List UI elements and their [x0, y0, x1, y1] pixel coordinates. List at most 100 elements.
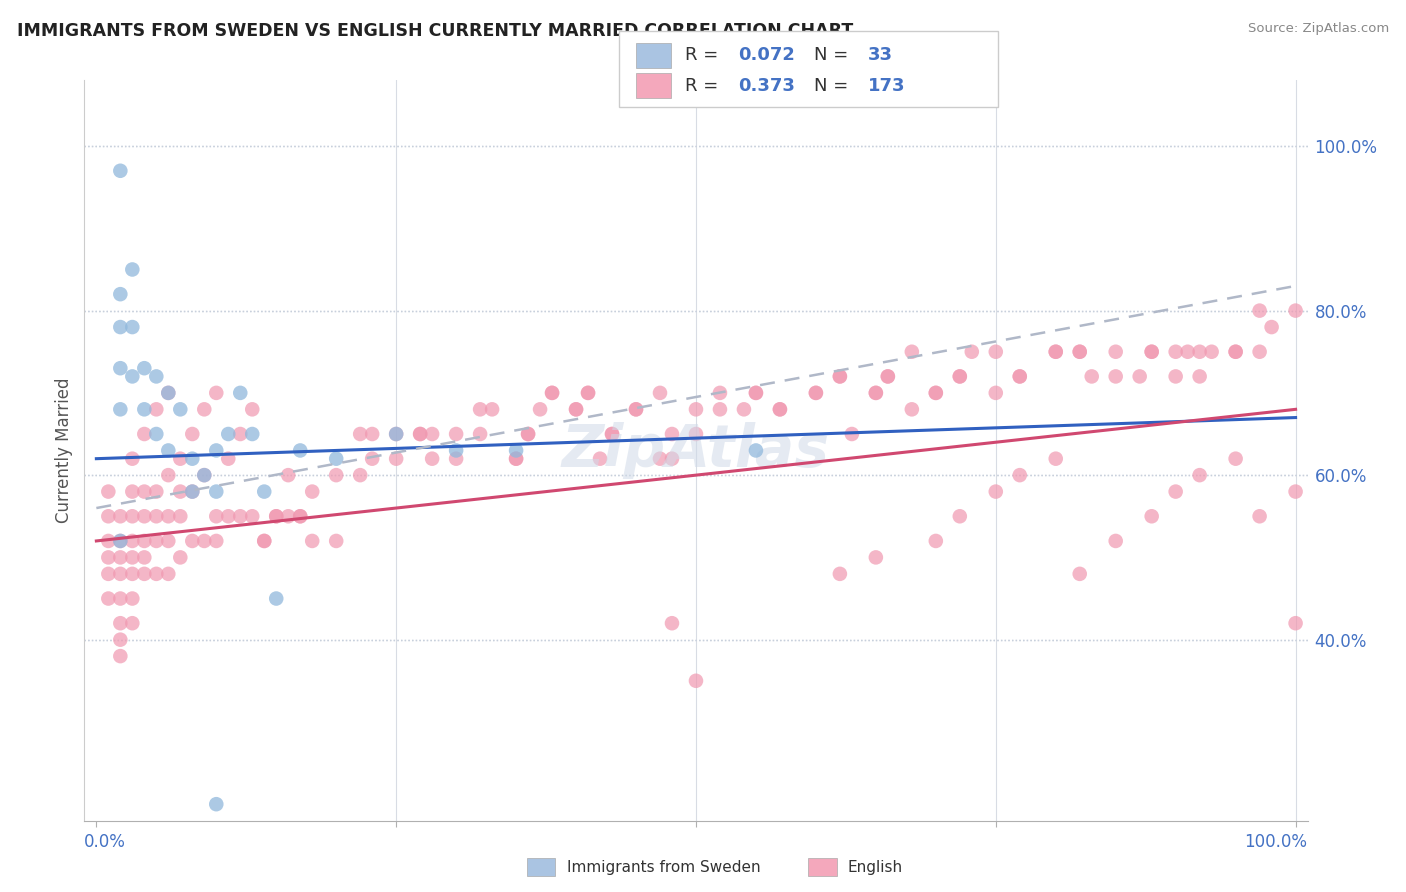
- Text: English: English: [848, 860, 903, 874]
- Point: [984, 344, 1007, 359]
- Text: 0.072: 0.072: [738, 46, 794, 64]
- Point: [110, 320, 132, 334]
- Point: [1140, 509, 1163, 524]
- Point: [181, 451, 204, 466]
- Point: [193, 468, 215, 483]
- Point: [529, 402, 551, 417]
- Point: [264, 509, 287, 524]
- Point: [709, 402, 731, 417]
- Point: [181, 427, 204, 442]
- Point: [325, 468, 347, 483]
- Point: [205, 484, 228, 499]
- Point: [193, 533, 215, 548]
- Point: [134, 361, 156, 376]
- Point: [1260, 320, 1282, 334]
- Point: [901, 402, 924, 417]
- Point: [1249, 303, 1271, 318]
- Point: [121, 533, 143, 548]
- Point: [409, 427, 432, 442]
- Point: [145, 484, 167, 499]
- Point: [385, 427, 408, 442]
- Point: [1008, 369, 1031, 384]
- Point: [444, 443, 467, 458]
- Point: [181, 533, 204, 548]
- Point: [444, 451, 467, 466]
- Point: [685, 402, 707, 417]
- Point: [110, 550, 132, 565]
- Point: [1069, 344, 1091, 359]
- Text: 0.373: 0.373: [738, 77, 794, 95]
- Point: [769, 402, 792, 417]
- Point: [157, 385, 180, 400]
- Point: [505, 451, 527, 466]
- Point: [1249, 509, 1271, 524]
- Point: [876, 369, 898, 384]
- Point: [97, 509, 120, 524]
- Point: [181, 484, 204, 499]
- Point: [1105, 344, 1128, 359]
- Point: [949, 369, 972, 384]
- Point: [517, 427, 540, 442]
- Point: [121, 262, 143, 277]
- Point: [685, 427, 707, 442]
- Point: [1140, 344, 1163, 359]
- Point: [121, 566, 143, 581]
- Point: [169, 550, 191, 565]
- Point: [301, 533, 323, 548]
- Point: [841, 427, 863, 442]
- Point: [769, 402, 792, 417]
- Point: [145, 402, 167, 417]
- Point: [1177, 344, 1199, 359]
- Point: [145, 509, 167, 524]
- Point: [240, 402, 263, 417]
- Point: [229, 427, 252, 442]
- Point: [217, 509, 239, 524]
- Point: [925, 533, 948, 548]
- Point: [205, 385, 228, 400]
- Text: IMMIGRANTS FROM SWEDEN VS ENGLISH CURRENTLY MARRIED CORRELATION CHART: IMMIGRANTS FROM SWEDEN VS ENGLISH CURREN…: [17, 22, 853, 40]
- Point: [409, 427, 432, 442]
- Point: [157, 533, 180, 548]
- Point: [349, 468, 371, 483]
- Point: [325, 533, 347, 548]
- Point: [349, 427, 371, 442]
- Point: [145, 566, 167, 581]
- Point: [1225, 344, 1247, 359]
- Point: [277, 468, 299, 483]
- Point: [1284, 616, 1306, 631]
- Point: [1284, 303, 1306, 318]
- Point: [229, 385, 252, 400]
- Point: [589, 451, 612, 466]
- Point: [1188, 468, 1211, 483]
- Point: [157, 566, 180, 581]
- Text: N =: N =: [814, 46, 853, 64]
- Point: [745, 443, 768, 458]
- Text: 173: 173: [868, 77, 905, 95]
- Point: [1188, 344, 1211, 359]
- Point: [648, 385, 671, 400]
- Point: [110, 616, 132, 631]
- Point: [804, 385, 827, 400]
- Text: ZipAtlas: ZipAtlas: [562, 422, 830, 479]
- Point: [217, 427, 239, 442]
- Point: [600, 427, 623, 442]
- Point: [685, 673, 707, 688]
- Point: [121, 616, 143, 631]
- Point: [157, 468, 180, 483]
- Point: [290, 509, 312, 524]
- Point: [97, 591, 120, 606]
- Point: [277, 509, 299, 524]
- Point: [745, 385, 768, 400]
- Point: [205, 533, 228, 548]
- Point: [661, 451, 683, 466]
- Point: [576, 385, 599, 400]
- Point: [157, 385, 180, 400]
- Point: [709, 385, 731, 400]
- Text: R =: R =: [685, 77, 724, 95]
- Point: [1105, 533, 1128, 548]
- Point: [984, 385, 1007, 400]
- Point: [949, 369, 972, 384]
- Point: [925, 385, 948, 400]
- Point: [121, 320, 143, 334]
- Point: [169, 451, 191, 466]
